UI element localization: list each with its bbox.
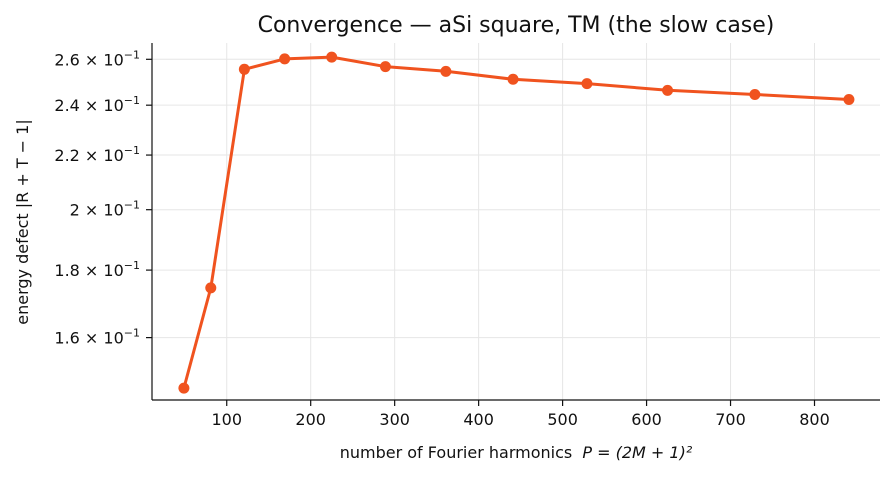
series-line bbox=[182, 55, 849, 389]
x-tick-label: 400 bbox=[463, 410, 494, 429]
x-tick-label: 600 bbox=[631, 410, 662, 429]
x-tick-label: 300 bbox=[379, 410, 410, 429]
x-axis-label-math: P = (2M + 1)² bbox=[582, 443, 692, 462]
data-point bbox=[279, 53, 291, 65]
x-tick-label: 800 bbox=[799, 410, 830, 429]
grid bbox=[152, 43, 880, 400]
data-point bbox=[749, 89, 761, 101]
data-point bbox=[581, 78, 593, 90]
y-tick-label: 2 × 10−1 bbox=[70, 199, 140, 220]
x-axis-label: number of Fourier harmonics P = (2M + 1)… bbox=[340, 443, 693, 462]
data-point bbox=[843, 93, 855, 105]
data-point bbox=[178, 382, 190, 394]
axis-ticks: 100 200 300 400 500 600 700 800 1.6 × 10−1 1.8 × … bbox=[54, 48, 829, 429]
x-tick-label: 100 bbox=[211, 410, 242, 429]
data-point bbox=[662, 84, 674, 96]
y-tick-label: 1.6 × 10−1 bbox=[54, 327, 140, 348]
axes-spines bbox=[151, 43, 880, 401]
data-point bbox=[326, 51, 338, 63]
x-tick-label: 200 bbox=[295, 410, 326, 429]
y-tick-label: 2.2 × 10−1 bbox=[54, 144, 140, 165]
x-axis-label-text: number of Fourier harmonics bbox=[340, 443, 583, 462]
x-tick-label: 500 bbox=[547, 410, 578, 429]
x-tick-label: 700 bbox=[715, 410, 746, 429]
data-point bbox=[507, 73, 519, 85]
y-tick-label: 1.8 × 10−1 bbox=[54, 259, 140, 280]
y-axis-label: energy defect |R + T − 1| bbox=[13, 119, 32, 324]
y-tick-label: 2.4 × 10−1 bbox=[54, 94, 140, 115]
chart-title: Convergence — aSi square, TM (the slow c… bbox=[258, 13, 775, 38]
data-point bbox=[440, 65, 452, 77]
series-layer bbox=[178, 51, 855, 394]
data-point bbox=[379, 61, 391, 73]
y-tick-label: 2.6 × 10−1 bbox=[54, 48, 140, 69]
data-point bbox=[238, 63, 250, 75]
data-point bbox=[205, 282, 217, 294]
